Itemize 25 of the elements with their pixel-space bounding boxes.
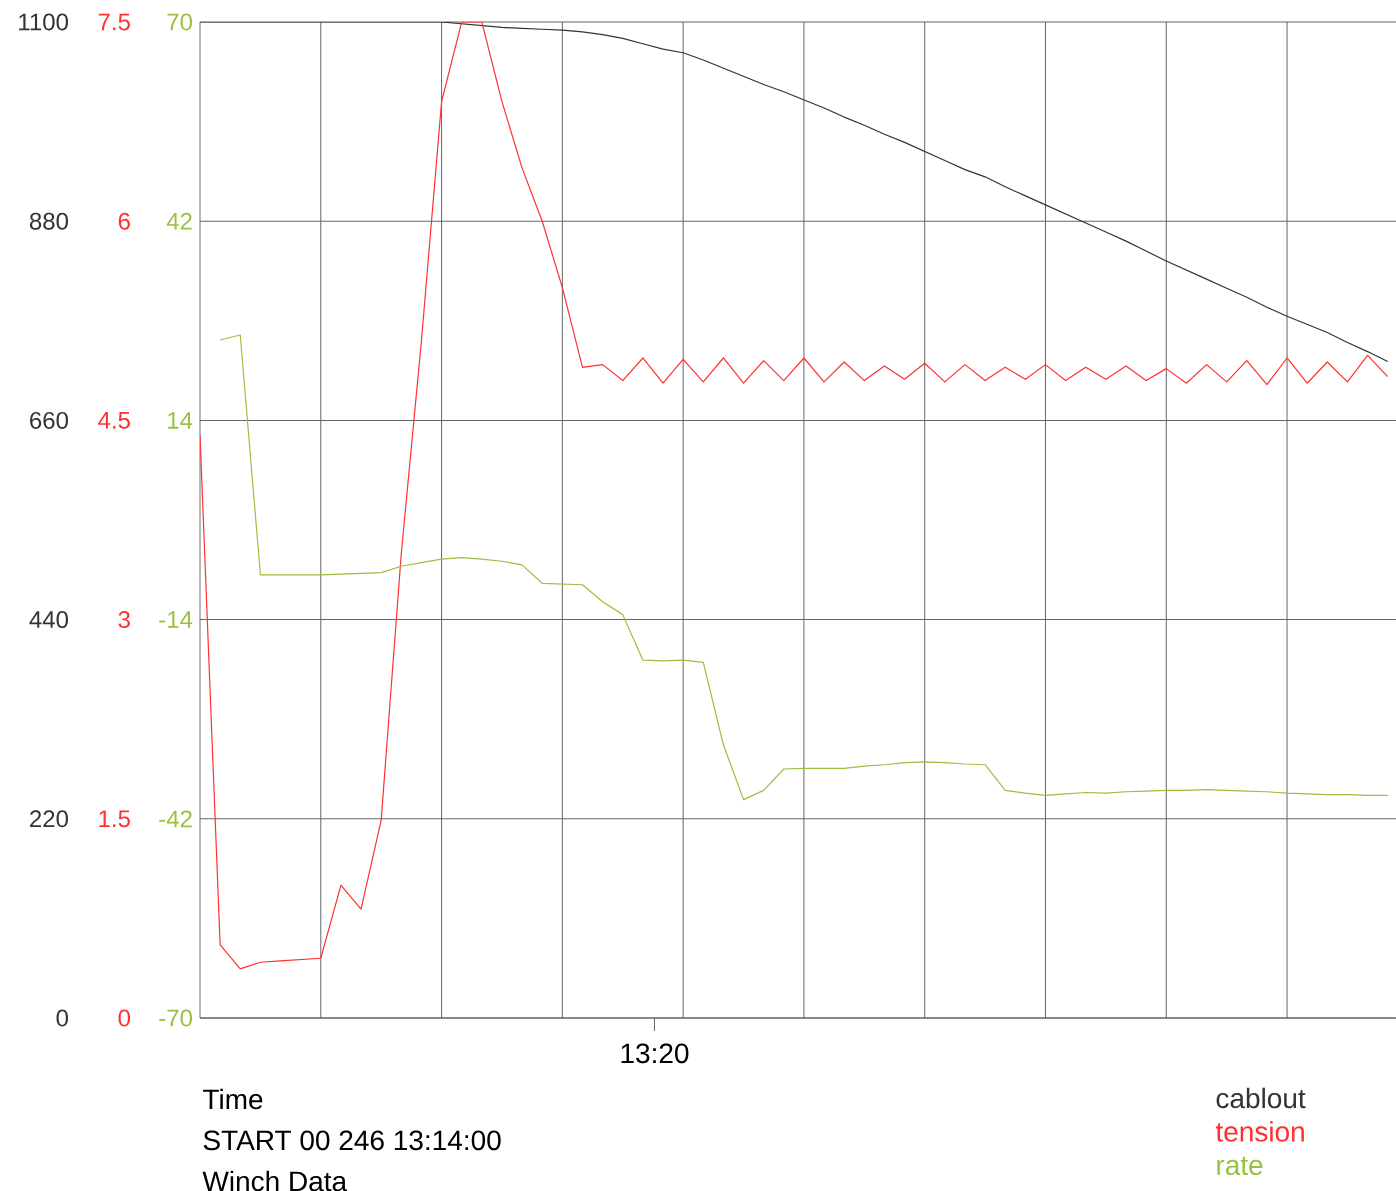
text: 13:20 [621,1043,689,1064]
text: START 00 246 13:14:00 [203,1130,501,1151]
y3-tick-label: -70 [159,1009,193,1027]
text: tension [1215,1121,1304,1142]
y3-tick-label: 42 [166,212,192,230]
y-tick-label: 220 [30,810,69,828]
y2-tick-label: 4.5 [98,412,130,429]
y3-tick-label: 70 [167,13,193,31]
y2-tick-label: 7.5 [98,13,130,31]
y-tick-label: 1100 [19,13,69,31]
x-axis-title: Time [203,1088,263,1110]
y3-tick-label: -42 [159,810,192,828]
y2-tick-label: 0 [118,1009,131,1027]
y2-tick-label: 3 [118,611,130,629]
y-tick-label: 880 [29,212,69,230]
text: rate [1217,1156,1263,1176]
y-tick-label: 660 [30,411,69,429]
y2-tick-label: 1.5 [99,810,130,828]
y2-tick-label: 6 [118,212,130,230]
y3-tick-label: 14 [168,412,193,429]
y-tick-label: 0 [56,1009,69,1027]
y3-tick-label: -14 [159,611,193,628]
text: Winch Data [202,1170,348,1191]
text: cablout [1216,1087,1306,1109]
y-tick-label: 440 [29,611,69,629]
